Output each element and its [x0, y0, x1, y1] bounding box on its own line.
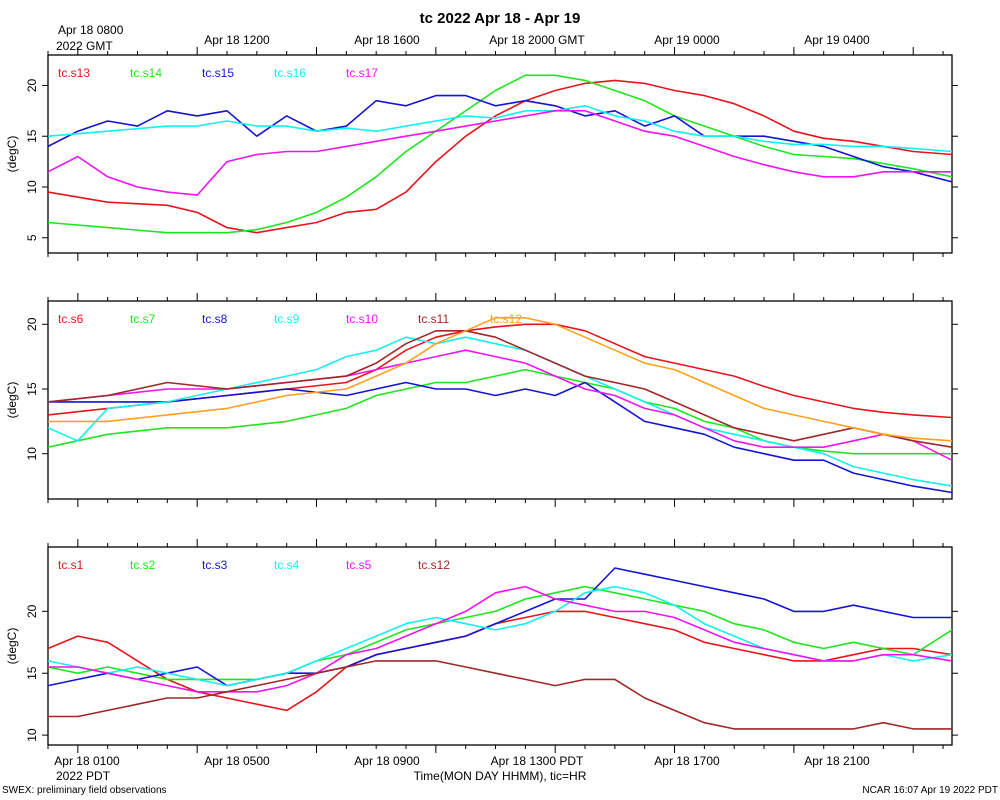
chart-title: tc 2022 Apr 18 - Apr 19	[420, 10, 581, 27]
y-tick-label: 15	[25, 666, 39, 680]
series-line-tc-s9	[47, 336, 953, 487]
bottom-axis-sublabel: 2022 PDT	[56, 769, 111, 783]
bottom-axis-label: Apr 18 0100	[54, 754, 120, 768]
legend-tc-s6: tc.s6	[58, 312, 84, 326]
series-line-tc-s14	[47, 74, 953, 234]
y-axis-label: (degC)	[5, 382, 19, 419]
plot-frame	[47, 300, 953, 500]
series-line-tc-s8	[48, 381, 953, 494]
top-axis-first-sublabel: 2022 GMT	[56, 39, 113, 53]
legend-tc-s2: tc.s2	[130, 558, 156, 572]
top-axis-labels: Apr 18 1200 Apr 18 1600 Apr 18 2000 GMT Apr…	[204, 33, 870, 47]
plot-frame	[47, 54, 953, 254]
y-tick-label: 10	[25, 447, 39, 461]
series-line-tc-s11	[47, 329, 953, 448]
footer-left: SWEX: preliminary field observations	[2, 785, 167, 796]
y-tick-label: 5	[25, 234, 39, 241]
legend-tc-s13: tc.s13	[58, 66, 90, 80]
top-axis-label: Apr 18 1600	[354, 33, 420, 47]
plot-frame	[47, 546, 953, 746]
legend-tc-s5: tc.s5	[346, 558, 372, 572]
y-tick-label: 10	[25, 728, 39, 742]
panel-3: 10 15 20 (degC) tc.s1 tc.s2 tc.s3 tc.s4 tc.s5 tc.…	[5, 539, 958, 753]
top-axis-label: Apr 19 0400	[804, 33, 870, 47]
panel-1: 5 10 15 20 (degC) tc.s13 tc.s14 tc.s15 tc.s16 tc.…	[5, 47, 958, 261]
y-tick-label: 10	[25, 180, 39, 194]
legend-tc-s16: tc.s16	[274, 66, 306, 80]
legend-tc-s15: tc.s15	[202, 66, 234, 80]
bottom-axis-label: Apr 18 1300 PDT	[491, 754, 584, 768]
bottom-axis-labels: Apr 18 0100 Apr 18 0500 Apr 18 0900 Apr 18 …	[54, 754, 870, 768]
legend-tc-s3: tc.s3	[202, 558, 228, 572]
legend-tc-s11: tc.s11	[418, 312, 449, 326]
legend-tc-s14: tc.s14	[130, 66, 162, 80]
top-axis-label: Apr 18 2000 GMT	[489, 33, 585, 47]
legend-tc-s12: tc.s12	[418, 558, 450, 572]
series-line-tc-s12	[48, 660, 952, 730]
bottom-axis-label: Apr 18 2100	[804, 754, 870, 768]
series-line-tc-s4	[47, 585, 953, 687]
series-line-tc-s7	[47, 368, 952, 455]
series-line-tc-s2	[47, 585, 953, 681]
y-tick-label: 15	[25, 382, 39, 396]
legend-tc-s17: tc.s17	[346, 66, 378, 80]
legend-tc-s10: tc.s10	[346, 312, 378, 326]
legend-tc-s9: tc.s9	[274, 312, 300, 326]
series-line-tc-s3	[47, 567, 952, 687]
series-line-tc-s12	[48, 316, 953, 442]
legend-tc-s8: tc.s8	[202, 312, 228, 326]
series-line-tc-s17	[47, 110, 952, 196]
y-axis-label: (degC)	[5, 628, 19, 665]
top-axis-first-label: Apr 18 0800	[58, 23, 124, 37]
y-axis-label: (degC)	[5, 136, 19, 173]
legend-tc-s7: tc.s7	[130, 312, 156, 326]
series-line-tc-s15	[47, 94, 953, 183]
legend-tc-s12: tc.s12	[490, 312, 522, 326]
y-tick-label: 15	[25, 129, 39, 143]
top-axis-label: Apr 18 1200	[204, 33, 270, 47]
series-line-tc-s10	[47, 349, 953, 461]
series-line-tc-s16	[47, 105, 953, 153]
series-line-tc-s1	[47, 610, 953, 712]
panel-2: 10 15 20 (degC) tc.s6 tc.s7 tc.s8 tc.s9 tc.s10 tc…	[5, 293, 958, 507]
bottom-axis-label: Apr 18 0900	[354, 754, 420, 768]
y-tick-label: 20	[25, 604, 39, 618]
footer-right: NCAR 16:07 Apr 19 2022 PDT	[862, 785, 998, 796]
y-tick-label: 20	[25, 78, 39, 92]
bottom-axis-label: Apr 18 1700	[654, 754, 720, 768]
series-line-tc-s6	[47, 323, 953, 419]
y-tick-label: 20	[25, 317, 39, 331]
series-line-tc-s5	[48, 585, 953, 693]
chart-panels: 5 10 15 20 (degC) tc.s13 tc.s14 tc.s15 tc.s16 tc.…	[5, 47, 958, 753]
legend-tc-s4: tc.s4	[274, 558, 300, 572]
legend-tc-s1: tc.s1	[58, 558, 84, 572]
top-axis-label: Apr 19 0000	[654, 33, 720, 47]
x-axis-label: Time(MON DAY HHMM), tic=HR	[414, 769, 587, 783]
bottom-axis-label: Apr 18 0500	[204, 754, 270, 768]
